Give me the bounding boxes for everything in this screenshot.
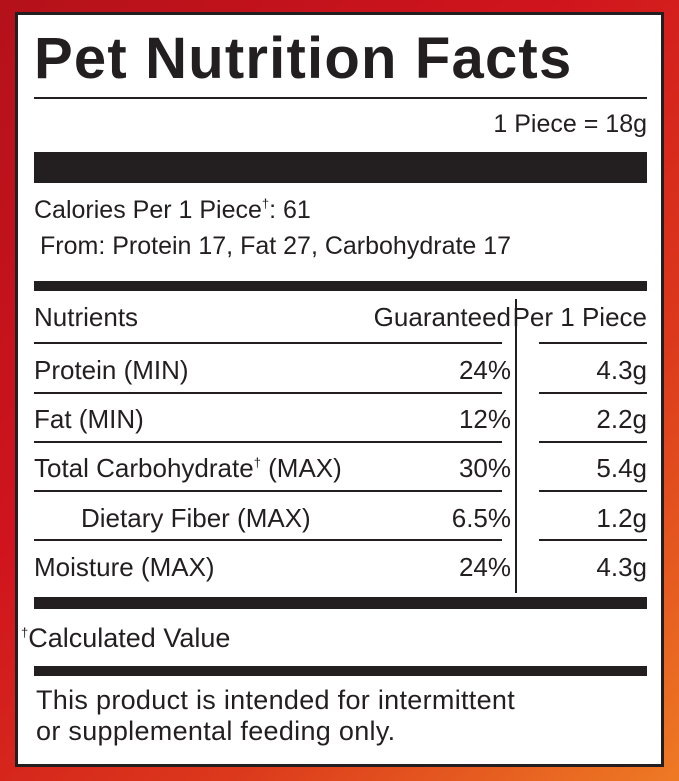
row-fat-guaranteed: 12% — [458, 404, 511, 434]
disclaimer-line-1: This product is intended for intermitten… — [36, 685, 516, 715]
feeding-disclaimer: This product is intended for intermitten… — [36, 685, 515, 747]
thick-divider-mid — [34, 281, 647, 291]
row-separator — [34, 539, 502, 541]
row-separator — [34, 342, 502, 344]
row-fat-name: Fat (MIN) — [34, 404, 144, 434]
row-carbohydrate-guaranteed: 30% — [458, 453, 511, 483]
row-moisture-name: Moisture (MAX) — [34, 552, 215, 582]
nutrition-facts-panel: Pet Nutrition Facts 1 Piece = 18g Calori… — [15, 12, 664, 767]
row-carbohydrate-per-piece: 5.4g — [596, 453, 647, 483]
calories-prefix: Calories Per 1 Piece — [34, 196, 262, 224]
column-divider — [515, 299, 517, 593]
footnote-dagger: † — [21, 625, 29, 640]
row-carbohydrate-name: Total Carbohydrate† (MAX) — [34, 453, 342, 484]
thick-divider-footer — [34, 666, 647, 676]
serving-size: 1 Piece = 18g — [493, 110, 647, 138]
header-nutrients: Nutrients — [34, 302, 139, 332]
carbohydrate-dagger: † — [253, 455, 261, 470]
panel-title: Pet Nutrition Facts — [34, 26, 573, 91]
row-separator — [539, 441, 647, 443]
title-divider — [34, 97, 647, 99]
footnote-text: Calculated Value — [28, 623, 231, 653]
calories-value: : 61 — [269, 196, 311, 224]
calories-dagger: † — [261, 196, 270, 211]
row-separator — [539, 392, 647, 394]
calories-from-line: From: Protein 17, Fat 27, Carbohydrate 1… — [40, 232, 512, 260]
row-moisture-guaranteed: 24% — [458, 552, 511, 582]
header-guaranteed: Guaranteed — [373, 302, 511, 332]
thick-divider-top — [34, 152, 647, 183]
row-separator — [539, 490, 647, 492]
row-protein-per-piece: 4.3g — [596, 355, 647, 385]
header-per-piece: Per 1 Piece — [512, 302, 647, 332]
row-separator — [539, 342, 647, 344]
footnote: †Calculated Value — [21, 623, 230, 654]
carbohydrate-label: Total Carbohydrate — [34, 453, 254, 483]
row-fiber-guaranteed: 6.5% — [451, 503, 511, 533]
row-fiber-per-piece: 1.2g — [596, 503, 647, 533]
row-fat-per-piece: 2.2g — [596, 404, 647, 434]
row-fiber-name: Dietary Fiber (MAX) — [81, 503, 311, 533]
row-separator — [34, 441, 502, 443]
row-protein-name: Protein (MIN) — [34, 355, 189, 385]
row-moisture-per-piece: 4.3g — [596, 552, 647, 582]
carbohydrate-qualifier: (MAX) — [260, 453, 342, 483]
thick-divider-bottom — [34, 597, 647, 609]
disclaimer-line-2: or supplemental feeding only. — [36, 716, 396, 746]
row-protein-guaranteed: 24% — [458, 355, 511, 385]
row-separator — [34, 490, 502, 492]
calories-line: Calories Per 1 Piece†: 61 — [34, 196, 311, 225]
row-separator — [539, 539, 647, 541]
row-separator — [34, 392, 502, 394]
